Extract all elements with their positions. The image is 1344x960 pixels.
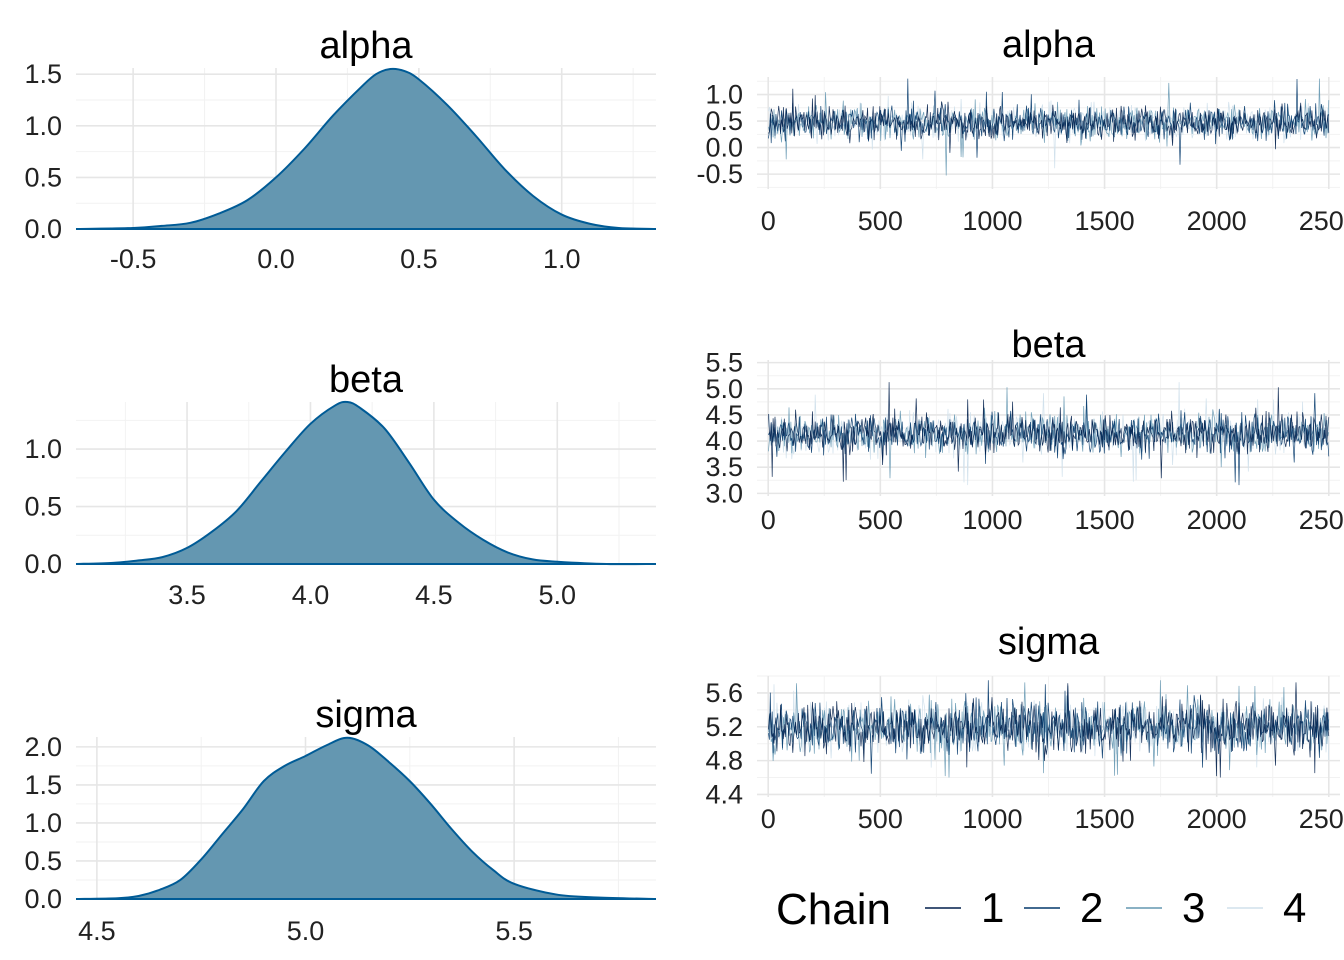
y-tick-label: 4.8 <box>705 746 743 776</box>
y-tick-label: 1.0 <box>705 80 743 110</box>
legend-label: 3 <box>1182 884 1205 931</box>
chain-legend: Chain 1 2 3 4 <box>776 884 1306 934</box>
density-curve <box>75 400 657 566</box>
trace-chain-4 <box>768 684 1330 768</box>
y-tick-label: 1.5 <box>24 59 62 89</box>
x-tick-label: 1500 <box>1075 804 1135 834</box>
x-tick-label: 5.5 <box>495 916 533 946</box>
x-tick-label: 2000 <box>1187 206 1247 236</box>
x-tick-label: 4.0 <box>292 580 330 610</box>
y-tick-label: -0.5 <box>696 159 743 189</box>
x-tick-label: 500 <box>858 505 903 535</box>
panel-sigma-density: sigma 4.5 5.0 5.5 0.0 0.5 1.0 1.5 2.0 <box>24 694 657 946</box>
x-tick-label: 2000 <box>1187 804 1247 834</box>
panel-beta-trace: beta 0 500 1000 1500 2000 2500 3.03.54.04.55.05… <box>705 324 1344 535</box>
y-tick-label: 3.5 <box>705 452 743 482</box>
panel-title: alpha <box>1002 24 1096 66</box>
y-tick-label: 5.2 <box>705 712 743 742</box>
x-tick-label: 2500 <box>1299 206 1344 236</box>
y-tick-label: 0.5 <box>705 106 743 136</box>
panel-title: beta <box>1012 324 1087 366</box>
x-tick-label: 3.5 <box>168 580 206 610</box>
x-tick-label: 1000 <box>962 505 1022 535</box>
x-tick-label: 1500 <box>1075 206 1135 236</box>
x-tick-label: 500 <box>858 206 903 236</box>
x-tick-label: 1000 <box>962 804 1022 834</box>
density-area <box>76 68 656 229</box>
x-tick-label: 1500 <box>1075 505 1135 535</box>
x-tick-label: 4.5 <box>78 916 116 946</box>
density-area <box>76 737 656 899</box>
density-area <box>76 401 656 565</box>
x-tick-label: 5.0 <box>539 580 577 610</box>
trace-chain-2 <box>768 78 1330 165</box>
panel-title: beta <box>329 359 404 401</box>
legend-title: Chain <box>776 885 891 934</box>
panel-title: sigma <box>315 694 417 736</box>
x-tick-label: 1.0 <box>543 244 581 274</box>
x-tick-label: 0 <box>761 804 776 834</box>
trace-chain-3 <box>768 78 1330 176</box>
y-tick-label: 1.0 <box>24 111 62 141</box>
y-tick-label: 0.0 <box>24 884 62 914</box>
y-tick-label: 4.5 <box>705 400 743 430</box>
x-tick-label: 2000 <box>1187 505 1247 535</box>
trace-chain-1 <box>768 382 1330 482</box>
y-tick-label: 5.5 <box>705 348 743 378</box>
y-tick-label: 4.4 <box>705 779 743 809</box>
trace-chain-1 <box>768 682 1330 778</box>
panel-beta-density: beta 3.5 4.0 4.5 5.0 0.0 0.5 1.0 <box>24 359 657 610</box>
y-tick-label: 0.0 <box>705 133 743 163</box>
panel-title: sigma <box>998 621 1100 663</box>
x-tick-label: 2500 <box>1299 505 1344 535</box>
x-tick-label: 4.5 <box>415 580 453 610</box>
trace-chain-2 <box>768 680 1330 774</box>
legend-label: 2 <box>1080 884 1103 931</box>
y-tick-label: 5.0 <box>705 374 743 404</box>
legend-label: 4 <box>1283 884 1306 931</box>
y-tick-label: 1.0 <box>24 808 62 838</box>
legend-label: 1 <box>981 884 1004 931</box>
y-tick-label: 1.0 <box>24 434 62 464</box>
y-tick-label: 0.5 <box>24 492 62 522</box>
y-tick-label: 0.5 <box>24 162 62 192</box>
x-tick-label: 2500 <box>1299 804 1344 834</box>
x-tick-label: 0 <box>761 206 776 236</box>
x-tick-label: 500 <box>858 804 903 834</box>
x-tick-label: 5.0 <box>287 916 325 946</box>
y-tick-label: 0.0 <box>24 214 62 244</box>
trace-chain-1 <box>768 88 1330 153</box>
x-tick-label: -0.5 <box>110 244 157 274</box>
y-tick-label: 2.0 <box>24 732 62 762</box>
x-tick-label: 1000 <box>962 206 1022 236</box>
panel-alpha-density: alpha -0.5 0.0 0.5 1.0 0.0 0.5 1.0 1.5 <box>24 25 657 274</box>
y-tick-label: 5.6 <box>705 678 743 708</box>
panel-sigma-trace: sigma 0 500 1000 1500 2000 2500 4.44.8 5.2 5.6 <box>705 621 1344 834</box>
y-tick-label: 1.5 <box>24 770 62 800</box>
y-tick-label: 4.0 <box>705 426 743 456</box>
panel-alpha-trace: alpha 0 500 1000 1500 2000 2500 -0.50.00.51.0 <box>696 24 1344 236</box>
panel-title: alpha <box>320 25 414 67</box>
y-tick-label: 3.0 <box>705 478 743 508</box>
x-tick-label: 0 <box>761 505 776 535</box>
x-tick-label: 0.0 <box>257 244 295 274</box>
trace-chain-2 <box>768 393 1330 486</box>
x-tick-label: 0.5 <box>400 244 438 274</box>
y-tick-label: 0.5 <box>24 846 62 876</box>
density-curve <box>75 736 657 900</box>
density-curve <box>75 67 657 230</box>
y-tick-label: 0.0 <box>24 549 62 579</box>
